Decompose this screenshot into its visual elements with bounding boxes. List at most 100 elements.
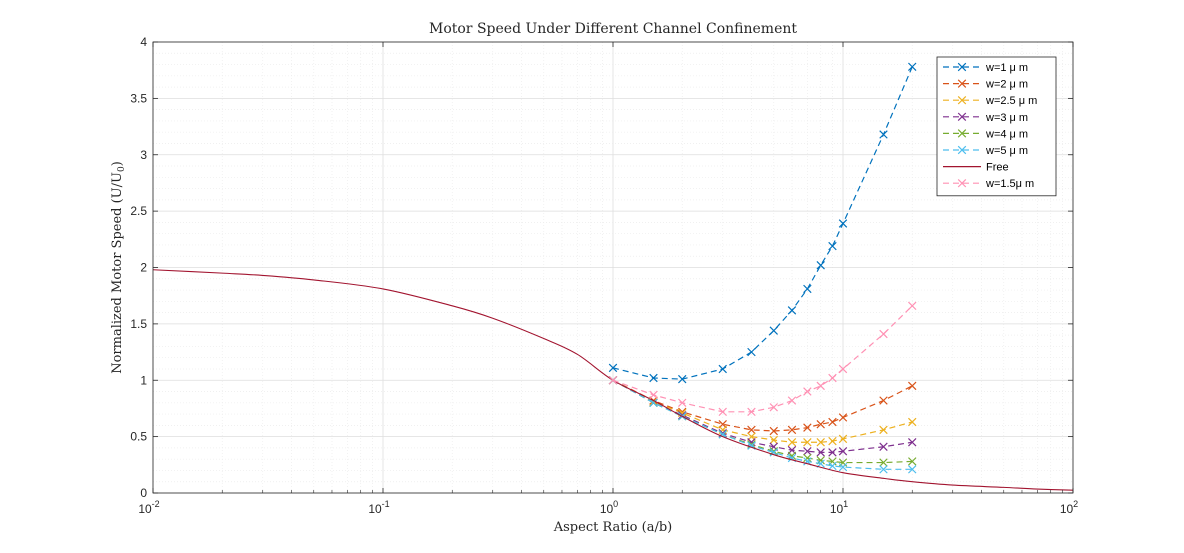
- data-point: [828, 448, 837, 457]
- series-8: [608, 301, 917, 417]
- data-point: [879, 329, 888, 339]
- data-point: [838, 219, 848, 228]
- y-tick-label: 1.5: [130, 317, 147, 331]
- data-point: [838, 413, 848, 422]
- data-point: [908, 465, 917, 474]
- data-point: [747, 407, 756, 417]
- data-point: [769, 326, 778, 335]
- legend-item: w=4 μ m: [943, 128, 1028, 140]
- x-tick-exponent: 1: [843, 499, 848, 509]
- legend-label: w=1 μ m: [985, 62, 1028, 74]
- y-axis-label-main: Normalized Motor Speed (U/U: [110, 172, 125, 374]
- legend-label: w=5 μ m: [985, 145, 1028, 157]
- data-point: [908, 381, 917, 391]
- x-tick-base: 10: [600, 502, 614, 516]
- data-point: [838, 447, 848, 456]
- y-axis-label: Normalized Motor Speed (U/U0): [110, 161, 127, 374]
- series-1: [608, 62, 917, 384]
- data-point: [957, 145, 967, 155]
- x-tick-label: 10-1: [368, 499, 389, 516]
- data-point: [828, 461, 837, 471]
- data-point: [769, 403, 778, 412]
- data-point: [957, 95, 967, 105]
- y-tick-label: 3.5: [130, 91, 147, 105]
- legend-item: w=2.5 μ m: [943, 95, 1037, 107]
- y-tick-label: 2.5: [130, 204, 147, 218]
- data-point: [787, 438, 797, 447]
- legend-item: w=1 μ m: [943, 62, 1028, 74]
- x-tick-base: 10: [830, 502, 844, 516]
- series-line: [152, 269, 1074, 491]
- y-axis-label-sub: 0: [117, 166, 127, 172]
- data-point: [828, 241, 837, 251]
- data-point: [828, 417, 837, 427]
- data-point: [879, 130, 888, 139]
- data-point: [787, 306, 797, 315]
- data-point: [803, 438, 812, 447]
- data-point: [803, 423, 812, 432]
- data-point: [718, 407, 727, 417]
- data-point: [816, 438, 825, 447]
- data-point: [838, 462, 848, 472]
- data-point: [879, 442, 888, 451]
- data-point: [908, 438, 917, 447]
- legend-label: w=3 μ m: [985, 112, 1028, 124]
- x-tick-base: 10: [138, 502, 152, 516]
- data-point: [957, 129, 967, 138]
- series-7: [152, 269, 1074, 491]
- data-point: [678, 374, 687, 384]
- legend-box: [936, 56, 1057, 197]
- data-point: [787, 451, 797, 461]
- y-axis-label-close: ): [110, 161, 125, 166]
- x-tick-label: 100: [600, 499, 618, 516]
- legend-item: w=2 μ m: [943, 79, 1028, 91]
- data-point: [908, 62, 917, 72]
- data-point: [838, 364, 848, 374]
- data-point: [816, 419, 825, 429]
- series-layer: [152, 62, 1074, 491]
- data-point: [957, 79, 967, 88]
- x-tick-base: 10: [368, 502, 382, 516]
- data-point: [608, 363, 618, 373]
- legend-item: w=5 μ m: [943, 145, 1028, 157]
- legend-item: Free: [943, 162, 1009, 174]
- data-point: [787, 425, 797, 435]
- data-point: [803, 453, 812, 463]
- y-tick-label: 3: [140, 148, 147, 162]
- chart-title: Motor Speed Under Different Channel Conf…: [429, 21, 797, 37]
- y-tick-label: 2: [140, 261, 147, 275]
- y-tick-label: 4: [140, 35, 147, 49]
- data-point: [787, 396, 797, 405]
- data-point: [803, 387, 812, 396]
- data-point: [957, 178, 967, 188]
- x-tick-exponent: 0: [613, 499, 618, 509]
- data-point: [649, 398, 658, 408]
- y-tick-label: 0.5: [130, 430, 147, 444]
- y-tick-label: 1: [140, 373, 147, 387]
- data-point: [957, 62, 967, 72]
- data-point: [747, 425, 756, 435]
- series-6: [608, 376, 917, 474]
- x-tick-label: 10-2: [138, 499, 159, 516]
- x-tick-label: 101: [830, 499, 848, 516]
- data-point: [803, 447, 812, 456]
- legend-label: w=4 μ m: [985, 128, 1028, 140]
- x-tick-label: 102: [1060, 499, 1078, 516]
- data-point: [718, 430, 727, 439]
- legend-item: w=3 μ m: [943, 112, 1028, 124]
- x-axis-label: Aspect Ratio (a/b): [553, 520, 673, 535]
- data-point: [769, 426, 778, 436]
- data-point: [908, 457, 917, 466]
- y-tick-label: 0: [140, 486, 147, 500]
- data-point: [608, 376, 618, 385]
- data-point: [838, 434, 848, 444]
- data-point: [747, 440, 756, 449]
- legend-label: w=2 μ m: [985, 79, 1028, 91]
- data-point: [718, 364, 727, 374]
- legend-label: w=1.5μ m: [985, 178, 1034, 190]
- x-tick-base: 10: [1060, 502, 1074, 516]
- data-point: [879, 465, 888, 474]
- data-point: [828, 373, 837, 383]
